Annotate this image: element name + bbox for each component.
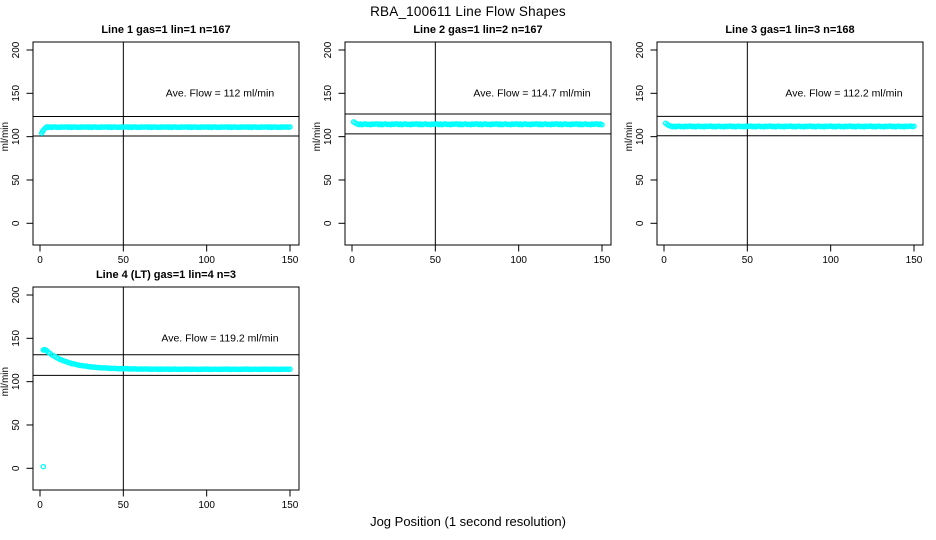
x-axis-label: Jog Position (1 second resolution) bbox=[370, 514, 566, 529]
y-tick-label: 0 bbox=[11, 220, 22, 226]
x-tick-label: 50 bbox=[118, 255, 130, 266]
data-points bbox=[662, 120, 917, 130]
subplot-line-4: Line 4 (LT) gas=1 lin=4 n=3 0 50 100 150 200 0… bbox=[0, 269, 300, 511]
y-tick-label: 50 bbox=[323, 174, 334, 186]
x-tick-label: 150 bbox=[282, 255, 299, 266]
subplot-line-3: Line 3 gas=1 lin=3 n=168 0 50 100 150 200 0 50 1… bbox=[624, 24, 924, 266]
data-point bbox=[599, 121, 605, 128]
x-tick-label: 150 bbox=[282, 500, 299, 511]
x-tick-label: 100 bbox=[510, 255, 527, 266]
y-tick-label: 150 bbox=[323, 85, 334, 102]
x-tick-label: 0 bbox=[37, 500, 43, 511]
y-tick-label: 100 bbox=[11, 373, 22, 390]
x-tick-label: 0 bbox=[349, 255, 355, 266]
data-points bbox=[350, 119, 605, 128]
y-axis-label: ml/min bbox=[0, 122, 11, 151]
plot-frame bbox=[32, 286, 300, 491]
figure-title: RBA_100611 Line Flow Shapes bbox=[370, 4, 566, 19]
x-tick-label: 0 bbox=[661, 255, 667, 266]
y-tick-label: 200 bbox=[635, 41, 646, 58]
subplot-title: Line 1 gas=1 lin=1 n=167 bbox=[101, 24, 230, 36]
ave-flow-label: Ave. Flow = 112 ml/min bbox=[166, 88, 275, 100]
data-point bbox=[287, 366, 293, 372]
y-axis-label: ml/min bbox=[0, 367, 11, 396]
x-tick-label: 50 bbox=[430, 255, 442, 266]
data-point bbox=[287, 124, 293, 130]
y-tick-label: 0 bbox=[11, 465, 22, 471]
y-tick-label: 200 bbox=[11, 41, 22, 58]
y-tick-label: 100 bbox=[11, 128, 22, 145]
y-tick-label: 150 bbox=[635, 85, 646, 102]
data-points bbox=[38, 124, 293, 136]
ave-flow-label: Ave. Flow = 112.2 ml/min bbox=[785, 88, 902, 100]
x-tick-label: 150 bbox=[906, 255, 923, 266]
subplot-title: Line 3 gas=1 lin=3 n=168 bbox=[725, 24, 854, 36]
ave-flow-label: Ave. Flow = 114.7 ml/min bbox=[473, 88, 590, 100]
x-tick-label: 150 bbox=[594, 255, 611, 266]
x-tick-label: 100 bbox=[198, 255, 215, 266]
y-tick-label: 150 bbox=[11, 85, 22, 102]
y-tick-label: 50 bbox=[11, 174, 22, 186]
y-tick-label: 200 bbox=[11, 286, 22, 303]
y-tick-label: 50 bbox=[11, 419, 22, 431]
y-tick-label: 150 bbox=[11, 330, 22, 347]
x-tick-label: 0 bbox=[37, 255, 43, 266]
plot-frame bbox=[32, 41, 300, 246]
y-tick-label: 100 bbox=[635, 128, 646, 145]
x-tick-label: 100 bbox=[198, 500, 215, 511]
ave-flow-label: Ave. Flow = 119.2 ml/min bbox=[161, 333, 278, 345]
subplot-line-1: Line 1 gas=1 lin=1 n=167 0 50 100 150 200 0 50 1… bbox=[0, 24, 300, 266]
plot-frame bbox=[656, 41, 924, 246]
x-tick-label: 50 bbox=[118, 500, 130, 511]
data-point bbox=[911, 123, 917, 129]
y-tick-label: 50 bbox=[635, 174, 646, 186]
data-point bbox=[40, 463, 47, 470]
plot-frame bbox=[344, 41, 612, 246]
y-axis-label: ml/min bbox=[624, 122, 635, 151]
y-tick-label: 100 bbox=[323, 128, 334, 145]
data-points bbox=[40, 346, 293, 470]
x-tick-label: 50 bbox=[742, 255, 754, 266]
x-tick-label: 100 bbox=[822, 255, 839, 266]
subplot-line-2: Line 2 gas=1 lin=2 n=167 0 50 100 150 200 0 50 1… bbox=[312, 24, 612, 266]
y-axis-label: ml/min bbox=[312, 122, 323, 151]
subplot-title: Line 4 (LT) gas=1 lin=4 n=3 bbox=[96, 269, 236, 281]
y-tick-label: 200 bbox=[323, 41, 334, 58]
subplot-title: Line 2 gas=1 lin=2 n=167 bbox=[413, 24, 542, 36]
y-tick-label: 0 bbox=[323, 220, 334, 226]
y-tick-label: 0 bbox=[635, 220, 646, 226]
